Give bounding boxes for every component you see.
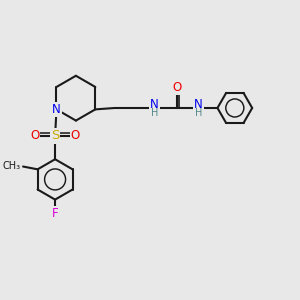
- Text: H: H: [195, 108, 202, 118]
- Text: N: N: [52, 103, 61, 116]
- Text: N: N: [194, 98, 203, 111]
- Text: H: H: [151, 108, 158, 118]
- Text: CH₃: CH₃: [3, 161, 21, 171]
- Text: O: O: [172, 81, 181, 94]
- Text: O: O: [30, 130, 40, 142]
- Text: F: F: [52, 206, 59, 220]
- Text: S: S: [51, 130, 59, 142]
- Text: N: N: [150, 98, 159, 111]
- Text: O: O: [70, 130, 80, 142]
